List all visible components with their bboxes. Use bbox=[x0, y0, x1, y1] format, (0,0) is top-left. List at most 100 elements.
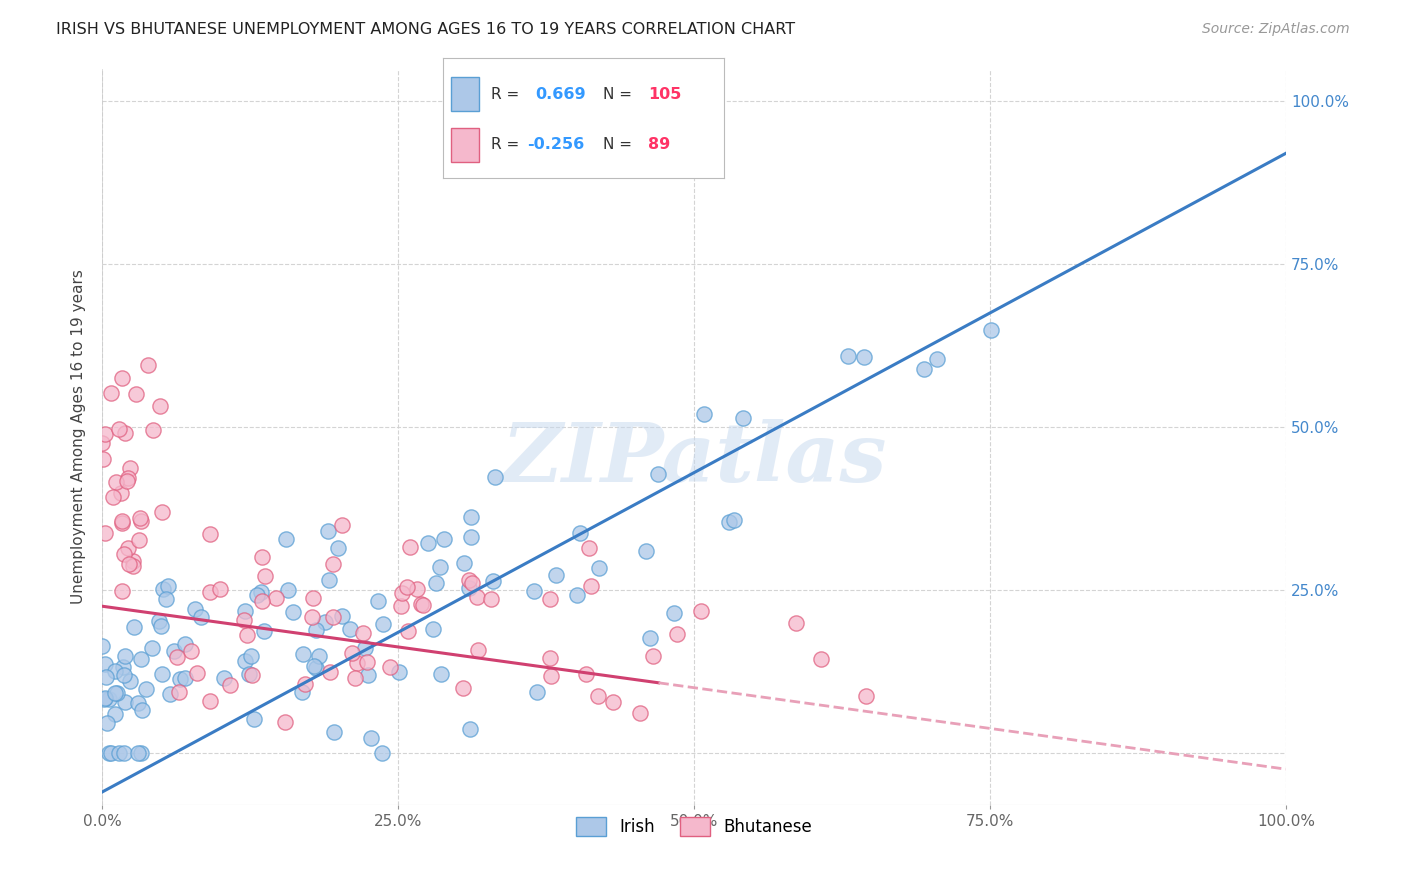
Point bbox=[481, 574, 503, 588]
Point bbox=[180, 644, 202, 658]
Point bbox=[305, 661, 328, 675]
Point bbox=[152, 582, 174, 596]
Point bbox=[94, 691, 117, 706]
FancyBboxPatch shape bbox=[451, 128, 479, 161]
Text: -0.256: -0.256 bbox=[527, 137, 585, 153]
Point bbox=[837, 349, 859, 363]
Point bbox=[114, 746, 136, 760]
Point bbox=[142, 423, 165, 437]
Point bbox=[352, 625, 374, 640]
Point bbox=[322, 558, 344, 572]
Point bbox=[602, 695, 624, 709]
Point bbox=[159, 687, 181, 701]
Point bbox=[406, 582, 429, 596]
Point bbox=[588, 689, 610, 703]
Point bbox=[148, 614, 170, 628]
Point bbox=[254, 568, 277, 582]
Point bbox=[111, 514, 134, 528]
Text: R =: R = bbox=[491, 87, 524, 102]
Point bbox=[318, 524, 340, 539]
Point bbox=[416, 536, 439, 550]
Point bbox=[391, 585, 413, 599]
Point bbox=[344, 672, 367, 686]
Point bbox=[399, 540, 422, 554]
Point bbox=[810, 652, 832, 666]
Point bbox=[112, 667, 135, 681]
Point bbox=[200, 527, 222, 541]
Point bbox=[135, 681, 157, 696]
Point bbox=[523, 583, 546, 598]
Point bbox=[120, 673, 142, 688]
Point bbox=[484, 470, 506, 484]
Point bbox=[111, 370, 134, 384]
Point bbox=[129, 652, 152, 666]
Point bbox=[232, 614, 254, 628]
Point bbox=[117, 471, 139, 485]
Point bbox=[346, 657, 368, 671]
Point bbox=[104, 706, 127, 721]
Point bbox=[647, 467, 669, 481]
Text: 105: 105 bbox=[648, 87, 682, 102]
Point bbox=[149, 619, 172, 633]
Point bbox=[356, 668, 378, 682]
Point bbox=[302, 659, 325, 673]
Point bbox=[128, 746, 150, 760]
Point bbox=[460, 530, 482, 544]
Point bbox=[340, 646, 363, 660]
Point bbox=[274, 532, 297, 546]
Point bbox=[308, 648, 330, 663]
Point bbox=[127, 696, 149, 710]
Point bbox=[91, 436, 114, 450]
FancyBboxPatch shape bbox=[451, 78, 479, 111]
Point bbox=[112, 547, 135, 561]
Point bbox=[538, 650, 561, 665]
Point bbox=[115, 474, 138, 488]
Point bbox=[540, 668, 562, 682]
Point bbox=[785, 615, 807, 630]
Point bbox=[689, 604, 711, 618]
Point bbox=[96, 716, 118, 731]
Point bbox=[186, 666, 208, 681]
Point bbox=[233, 604, 256, 618]
Point bbox=[373, 617, 395, 632]
Point bbox=[198, 694, 221, 708]
Point bbox=[292, 647, 315, 661]
Point bbox=[927, 352, 949, 367]
Point bbox=[433, 532, 456, 546]
Point bbox=[575, 666, 598, 681]
Point bbox=[253, 624, 276, 639]
Point bbox=[852, 350, 875, 364]
Point bbox=[457, 581, 479, 595]
Point bbox=[638, 631, 661, 645]
Point bbox=[118, 557, 141, 571]
Point bbox=[250, 584, 273, 599]
Point bbox=[110, 485, 132, 500]
Point bbox=[129, 746, 152, 760]
Point bbox=[458, 722, 481, 736]
Point bbox=[111, 659, 134, 673]
Point bbox=[378, 660, 401, 674]
Text: ZIPatlas: ZIPatlas bbox=[502, 419, 887, 499]
Point bbox=[166, 649, 188, 664]
Point bbox=[588, 561, 610, 575]
Point bbox=[104, 664, 127, 678]
Point bbox=[183, 602, 205, 616]
Point bbox=[467, 643, 489, 657]
Point bbox=[718, 515, 741, 529]
Point bbox=[242, 668, 264, 682]
Point bbox=[425, 575, 447, 590]
Point bbox=[396, 580, 419, 594]
Point bbox=[330, 609, 353, 624]
Point bbox=[544, 568, 567, 582]
Point bbox=[174, 637, 197, 651]
Point bbox=[451, 681, 474, 695]
Point bbox=[117, 541, 139, 555]
Point bbox=[103, 490, 125, 504]
Text: 89: 89 bbox=[648, 137, 671, 153]
Point bbox=[453, 557, 475, 571]
Point bbox=[465, 591, 488, 605]
Point bbox=[409, 598, 432, 612]
Point bbox=[339, 622, 361, 636]
Text: 0.669: 0.669 bbox=[536, 87, 586, 102]
Point bbox=[429, 559, 451, 574]
